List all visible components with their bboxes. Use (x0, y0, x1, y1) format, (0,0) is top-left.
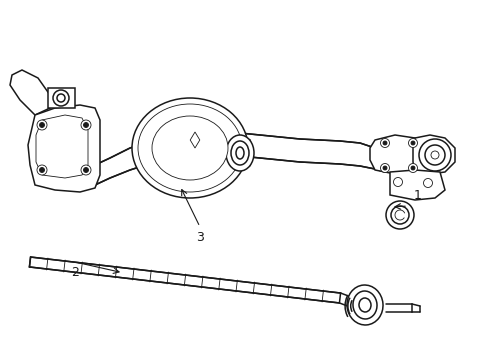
Polygon shape (28, 105, 100, 192)
Polygon shape (48, 88, 75, 108)
Ellipse shape (358, 298, 370, 312)
Circle shape (382, 141, 386, 145)
Circle shape (57, 94, 65, 102)
Polygon shape (29, 257, 340, 303)
Circle shape (390, 206, 408, 224)
Circle shape (393, 177, 402, 186)
Polygon shape (369, 135, 424, 174)
Ellipse shape (132, 98, 247, 198)
Circle shape (37, 120, 47, 130)
Circle shape (53, 90, 69, 106)
Circle shape (81, 165, 91, 175)
Circle shape (385, 201, 413, 229)
Polygon shape (412, 135, 454, 174)
Polygon shape (36, 115, 88, 178)
Circle shape (418, 139, 450, 171)
Polygon shape (235, 135, 249, 166)
Circle shape (423, 179, 431, 188)
Circle shape (382, 166, 386, 170)
Ellipse shape (236, 147, 244, 159)
Ellipse shape (230, 141, 248, 165)
Polygon shape (190, 132, 200, 148)
Circle shape (407, 139, 417, 148)
Circle shape (37, 165, 47, 175)
Circle shape (380, 139, 389, 148)
Circle shape (83, 122, 88, 127)
Circle shape (407, 163, 417, 172)
Polygon shape (10, 70, 50, 115)
Circle shape (83, 167, 88, 172)
Ellipse shape (352, 291, 376, 319)
Ellipse shape (225, 135, 253, 171)
Circle shape (40, 167, 44, 172)
Polygon shape (95, 132, 384, 185)
Text: 3: 3 (196, 230, 203, 243)
Ellipse shape (346, 285, 382, 325)
Circle shape (81, 120, 91, 130)
Text: 1: 1 (413, 189, 421, 202)
Text: 2: 2 (71, 266, 79, 279)
Circle shape (380, 163, 389, 172)
Circle shape (40, 122, 44, 127)
Circle shape (430, 151, 438, 159)
Circle shape (410, 141, 414, 145)
Circle shape (424, 145, 444, 165)
Circle shape (410, 166, 414, 170)
Polygon shape (389, 170, 444, 200)
Ellipse shape (152, 116, 227, 180)
Ellipse shape (138, 104, 242, 192)
